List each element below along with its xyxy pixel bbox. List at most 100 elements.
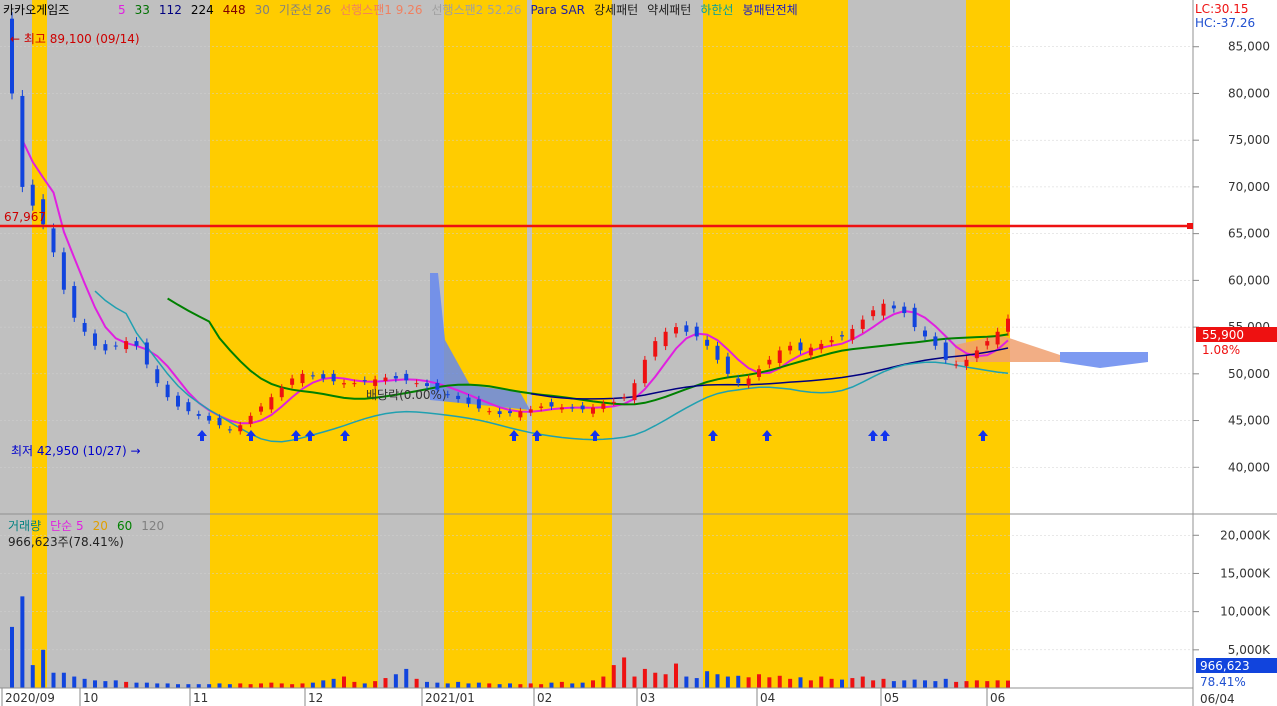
candle-body <box>923 330 927 337</box>
date-tick-label: 02 <box>537 691 552 705</box>
volume-bar <box>30 665 35 688</box>
candle-body <box>850 328 855 340</box>
candle-body <box>736 378 741 384</box>
volume-bar <box>746 677 751 688</box>
ma5-line <box>21 139 1009 425</box>
candle-body <box>549 402 554 407</box>
candle-body <box>20 95 25 187</box>
volume-bar <box>840 679 844 688</box>
candle-body <box>186 402 191 412</box>
volume-bar <box>445 683 450 688</box>
volume-bar <box>72 676 77 688</box>
price-tick-label: 60,000 <box>1228 273 1270 287</box>
candle-body <box>144 342 149 365</box>
candle-body <box>653 341 658 357</box>
lc-label: LC:30.15 <box>1195 2 1248 16</box>
volume-bar <box>134 682 139 688</box>
up-arrow-icon <box>978 430 988 441</box>
volume-bar <box>144 682 149 688</box>
volume-tick-label: 5,000K <box>1228 643 1271 657</box>
volume-bar <box>113 680 118 688</box>
volume-bar <box>808 680 813 688</box>
legend-item: 기준선 26 <box>279 3 331 17</box>
up-arrow-icon <box>708 430 718 441</box>
candle-body <box>943 342 948 360</box>
volume-bar <box>425 681 429 688</box>
date-tick-label: 03 <box>640 691 655 705</box>
volume-bar <box>528 683 533 688</box>
volume-bar <box>923 680 927 688</box>
candle-body <box>82 322 87 332</box>
price-tick-label: 45,000 <box>1228 414 1270 428</box>
volume-bar <box>497 684 502 688</box>
volume-bar <box>227 684 232 688</box>
candle-body <box>860 319 865 329</box>
candle-body <box>134 341 139 346</box>
legend-item: 봉패턴전체 <box>742 3 797 17</box>
candle-body <box>196 414 201 416</box>
volume-bar <box>414 678 419 688</box>
candle-body <box>165 384 170 398</box>
price-tick-label: 50,000 <box>1228 367 1270 381</box>
candle-body <box>954 364 959 366</box>
volume-bars <box>10 596 1010 688</box>
dividend-annotation: 배당락(0.00%) <box>366 388 447 402</box>
volume-bar <box>1006 680 1010 688</box>
candle-body <box>310 375 315 377</box>
cloud-blue-future <box>1060 352 1148 368</box>
candle-body <box>259 406 263 412</box>
volume-bar <box>155 683 160 688</box>
candle-body <box>611 401 616 403</box>
volume-current-pct: 78.41% <box>1200 675 1246 689</box>
volume-legend-item: 20 <box>93 519 108 533</box>
legend-items: 5 33 112 224 448 30 기준선 26 선행스팬1 9.26 선행스팬2 52.2… <box>118 2 798 17</box>
candle-body <box>383 377 388 381</box>
volume-bar <box>819 676 824 688</box>
legend-item: 5 <box>118 3 126 17</box>
candle-body <box>497 411 502 415</box>
volume-bar <box>207 684 212 688</box>
volume-bar <box>622 657 627 688</box>
volume-bar <box>788 678 793 688</box>
candle-body <box>456 395 461 400</box>
candle-body <box>559 407 564 410</box>
candle-body <box>725 356 730 374</box>
volume-bar <box>518 684 523 688</box>
price-tick-label: 80,000 <box>1228 86 1270 100</box>
candle-body <box>591 407 595 414</box>
volume-bar <box>798 677 803 688</box>
volume-bar <box>331 678 336 688</box>
volume-bar <box>300 683 305 688</box>
volume-bar <box>103 681 108 688</box>
candle-body <box>632 383 637 401</box>
volume-legend-item: 60 <box>117 519 132 533</box>
legend-item: 30 <box>255 3 270 17</box>
candle-body <box>964 359 969 367</box>
candle-body <box>601 403 606 409</box>
candle-body <box>414 383 419 385</box>
ma33-line <box>167 297 1009 406</box>
legend-item: 선행스팬2 52.26 <box>431 2 521 17</box>
volume-bar <box>217 683 222 688</box>
volume-bar <box>902 680 907 688</box>
candle-body <box>912 307 917 328</box>
volume-tick-label: 15,000K <box>1220 566 1271 580</box>
volume-bar <box>611 665 616 688</box>
up-arrow-icon <box>305 430 315 441</box>
candle-body <box>238 425 243 432</box>
candle-body <box>476 399 481 409</box>
volume-bar <box>985 681 990 688</box>
volume-bar <box>642 668 647 688</box>
legend-item: 강세패턴 <box>594 3 638 17</box>
candle-body <box>746 378 751 385</box>
candle-body <box>1006 318 1010 332</box>
volume-bar <box>580 682 585 688</box>
candle-body <box>331 373 336 382</box>
volume-bar <box>124 681 129 688</box>
candle-body <box>871 310 876 317</box>
up-arrow-icon <box>880 430 890 441</box>
up-arrow-icon <box>762 430 772 441</box>
volume-bar <box>559 681 564 688</box>
volume-bar <box>663 674 668 688</box>
